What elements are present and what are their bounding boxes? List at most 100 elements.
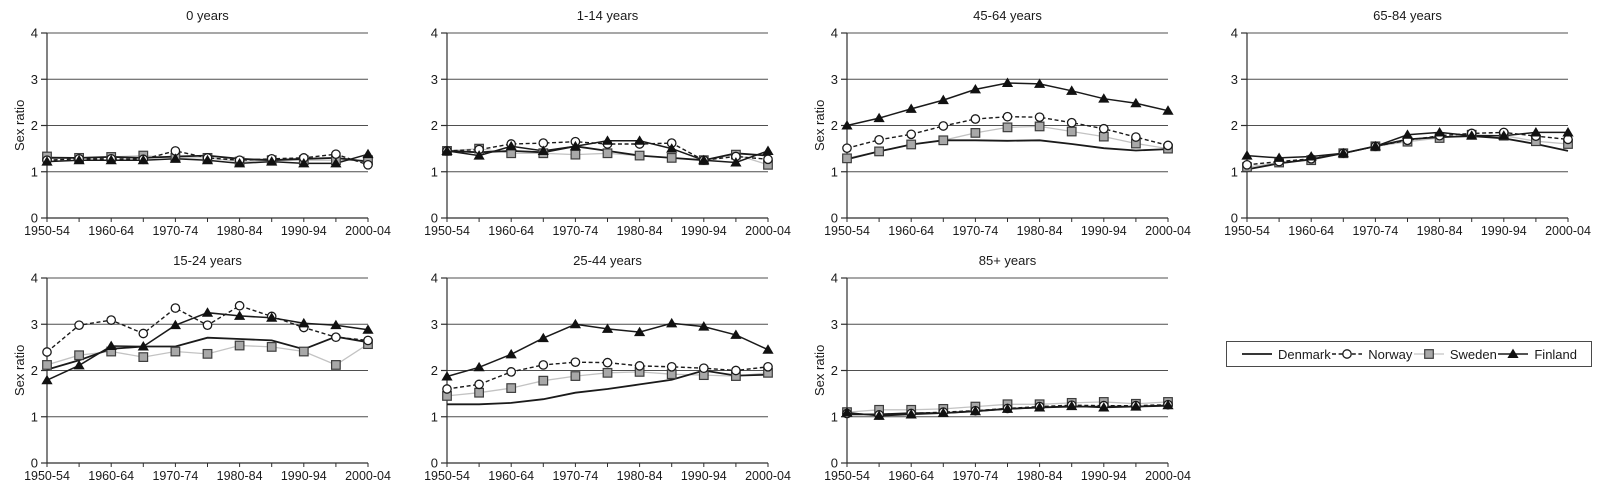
chart-title: 15-24 years [173,253,242,268]
svg-text:2: 2 [31,118,38,133]
svg-text:1: 1 [1231,164,1238,179]
plot-85-plus-years: 0 1 2 3 4 1950-54 1960-64 1970-74 1980-84 1990-94… [824,271,1191,484]
svg-text:1950-54: 1950-54 [24,469,70,483]
svg-text:1: 1 [31,409,38,424]
svg-text:1980-84: 1980-84 [617,469,663,483]
legend-item-finland: Finland [1497,347,1577,362]
svg-text:4: 4 [31,26,38,41]
plot-25-44-years: 0 1 2 3 4 1950-54 1960-64 1970-74 1980-84 1990-94… [424,271,791,484]
svg-text:2: 2 [431,363,438,378]
plot-15-24-years: 0 1 2 3 4 1950-54 1960-64 1970-74 1980-84 1990-94… [24,271,391,484]
chart-cell-45-64-years: 45-64 years Sex ratio 0 1 2 3 4 1950-54 1960-6… [800,0,1200,245]
chart-title: 1-14 years [576,8,639,23]
svg-text:2: 2 [431,118,438,133]
svg-text:2000-04: 2000-04 [1545,224,1591,238]
plot-45-64-years: 0 1 2 3 4 1950-54 1960-64 1970-74 1980-84 1990-94… [824,26,1191,239]
legend-cell: Denmark Norway Sweden Finland [1200,245,1600,491]
svg-text:0: 0 [831,211,838,226]
chart-cell-15-24-years: 15-24 years Sex ratio 0 1 2 3 4 1950-54 1960-6… [0,245,400,491]
svg-text:3: 3 [31,317,38,332]
chart-cell-65-84-years: 65-84 years 0 1 2 3 4 1950-54 1960-64 1970-74 19… [1200,0,1600,245]
svg-text:3: 3 [431,72,438,87]
svg-text:0: 0 [31,456,38,471]
svg-text:1950-54: 1950-54 [24,224,70,238]
svg-text:1990-94: 1990-94 [1081,469,1127,483]
plot-1-14-years: 0 1 2 3 4 1950-54 1960-64 1970-74 1980-84 1990-94… [424,26,791,239]
svg-text:1980-84: 1980-84 [1417,224,1463,238]
svg-text:1960-64: 1960-64 [488,469,534,483]
svg-text:1960-64: 1960-64 [1288,224,1334,238]
svg-text:4: 4 [1231,26,1238,41]
svg-text:2000-04: 2000-04 [745,224,791,238]
plot-65-84-years: 0 1 2 3 4 1950-54 1960-64 1970-74 1980-84 1990-94… [1224,26,1591,239]
svg-text:2: 2 [31,363,38,378]
svg-text:2000-04: 2000-04 [345,224,391,238]
svg-text:1960-64: 1960-64 [488,224,534,238]
svg-text:1990-94: 1990-94 [681,469,727,483]
svg-text:1980-84: 1980-84 [1017,469,1063,483]
svg-text:3: 3 [31,72,38,87]
svg-text:2000-04: 2000-04 [345,469,391,483]
svg-text:4: 4 [431,26,438,41]
svg-text:4: 4 [431,271,438,286]
finland-line-sample [1498,348,1529,358]
svg-text:4: 4 [831,26,838,41]
svg-text:0: 0 [1231,211,1238,226]
svg-text:1970-74: 1970-74 [1352,224,1398,238]
svg-text:1990-94: 1990-94 [1081,224,1127,238]
svg-text:1: 1 [431,164,438,179]
legend-label: Norway [1368,346,1413,362]
svg-text:1970-74: 1970-74 [952,224,998,238]
svg-text:1970-74: 1970-74 [952,469,998,483]
legend-item-norway: Norway [1331,347,1412,362]
svg-text:0: 0 [431,211,438,226]
plot-0-years: 0 1 2 3 4 1950-54 1960-64 1970-74 1980-84 1990-94… [24,26,391,239]
svg-text:1970-74: 1970-74 [552,469,598,483]
chart-title: 0 years [186,8,229,23]
svg-text:1990-94: 1990-94 [681,224,727,238]
svg-text:0: 0 [31,211,38,226]
svg-text:1: 1 [831,409,838,424]
legend-label: Sweden [1449,346,1497,362]
svg-text:2000-04: 2000-04 [1145,224,1191,238]
svg-text:1970-74: 1970-74 [552,224,598,238]
svg-text:0: 0 [431,456,438,471]
legend-label: Denmark [1278,346,1331,362]
svg-text:2: 2 [831,363,838,378]
svg-text:1: 1 [31,164,38,179]
svg-text:4: 4 [831,271,838,286]
svg-text:4: 4 [31,271,38,286]
chart-cell-1-14-years: 1-14 years 0 1 2 3 4 1950-54 1960-64 1970-74 198… [400,0,800,245]
svg-text:3: 3 [431,317,438,332]
svg-text:2000-04: 2000-04 [745,469,791,483]
svg-text:1980-84: 1980-84 [217,224,263,238]
svg-text:1960-64: 1960-64 [88,224,134,238]
chart-title: 85+ years [978,253,1037,268]
svg-text:3: 3 [831,317,838,332]
chart-title: 25-44 years [573,253,642,268]
svg-text:1980-84: 1980-84 [617,224,663,238]
svg-text:1990-94: 1990-94 [281,469,327,483]
chart-cell-85-plus-years: 85+ years Sex ratio 0 1 2 3 4 1950-54 1960-64 1… [800,245,1200,491]
chart-cell-25-44-years: 25-44 years 0 1 2 3 4 1950-54 1960-64 1970-74 19… [400,245,800,491]
chart-title: 65-84 years [1373,8,1442,23]
legend-item-sweden: Sweden [1413,347,1497,362]
svg-text:3: 3 [1231,72,1238,87]
legend-item-denmark: Denmark [1241,347,1331,362]
svg-text:1990-94: 1990-94 [281,224,327,238]
svg-text:1: 1 [831,164,838,179]
legend-label: Finland [1534,346,1577,362]
svg-text:1980-84: 1980-84 [217,469,263,483]
chart-cell-0-years: 0 years Sex ratio 0 1 2 3 4 1950-54 1960-64 197… [0,0,400,245]
denmark-line-sample [1242,353,1272,355]
norway-line-sample [1332,349,1363,359]
svg-text:1950-54: 1950-54 [1224,224,1270,238]
svg-text:1: 1 [431,409,438,424]
svg-text:2: 2 [831,118,838,133]
svg-text:1960-64: 1960-64 [888,224,934,238]
chart-title: 45-64 years [973,8,1042,23]
svg-text:1970-74: 1970-74 [152,224,198,238]
svg-text:1950-54: 1950-54 [824,224,870,238]
legend-box: Denmark Norway Sweden Finland [1226,341,1592,367]
